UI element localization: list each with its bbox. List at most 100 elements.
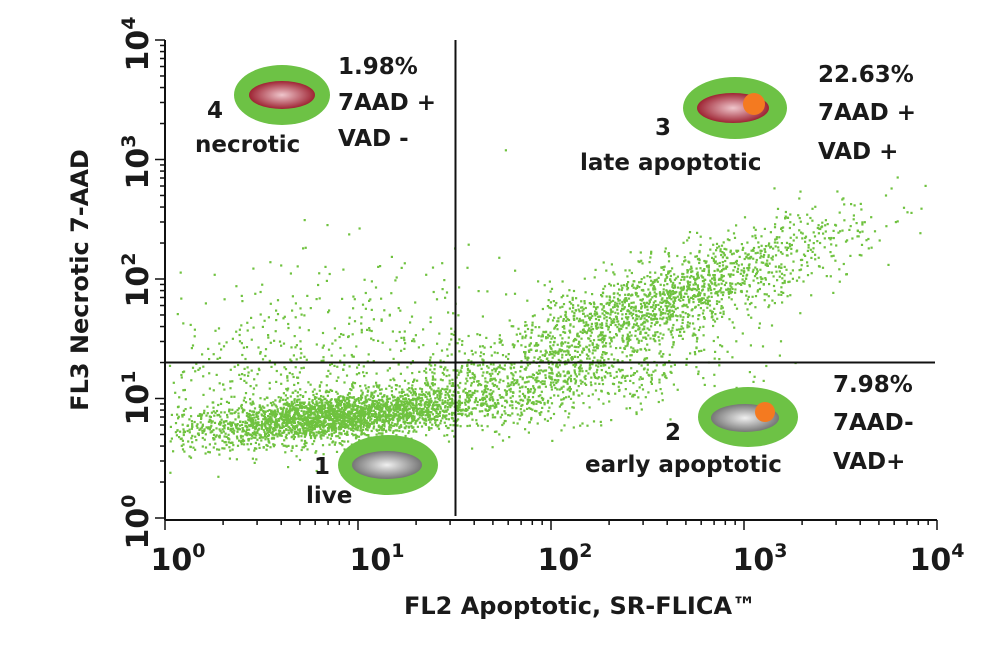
data-point [304,391,307,394]
data-point [451,402,454,405]
data-point [365,404,368,407]
data-point [609,345,612,348]
data-point [344,423,347,426]
data-point [200,414,203,417]
data-point [343,448,346,451]
data-point [302,395,305,398]
data-point [275,413,278,416]
data-point [477,380,480,383]
data-point [549,417,552,420]
data-point [649,306,652,309]
data-point [631,350,634,353]
data-point [878,239,881,242]
data-point [752,249,755,252]
data-point [177,405,180,408]
data-point [707,269,710,272]
data-point [318,423,321,426]
data-point [451,429,454,432]
data-point [566,380,569,383]
data-point [291,435,294,438]
data-point [235,426,238,429]
data-point [652,304,655,307]
data-point [340,400,344,403]
data-point [570,302,573,305]
data-point [339,395,342,398]
data-point [550,381,553,384]
data-point [299,401,302,404]
data-point [587,394,590,397]
data-point [217,327,221,330]
data-point [448,379,451,382]
data-point [664,279,667,283]
data-point [350,408,353,411]
data-point [450,332,453,336]
data-point [476,364,479,367]
data-point [430,388,433,391]
data-point [350,353,353,357]
data-point [312,393,315,397]
data-point [640,339,643,342]
data-point [431,413,434,416]
data-point [596,323,599,326]
data-point [697,372,700,376]
data-point [694,255,697,258]
data-point [411,339,414,343]
data-point [571,298,574,301]
data-point [301,419,304,422]
data-point [311,429,314,432]
data-point [266,415,270,418]
data-point [471,447,474,450]
data-point [348,421,351,424]
data-point [375,372,378,375]
data-point [550,337,553,340]
data-point [304,416,307,419]
data-point [311,402,315,405]
data-point [321,399,324,402]
data-point [317,421,320,424]
data-point [448,343,451,346]
data-point [706,265,709,268]
data-point [537,334,540,337]
data-point [252,387,255,390]
data-point [374,412,377,415]
data-point [208,428,211,431]
data-point [207,426,210,429]
data-point [345,413,348,416]
data-point [456,407,459,410]
data-point [175,434,178,437]
data-point [271,433,274,436]
data-point [683,260,686,263]
data-point [635,322,638,325]
data-point [333,416,336,420]
data-point [363,375,366,378]
data-point [885,225,888,228]
data-point [318,397,321,400]
data-point [405,415,408,418]
data-point [639,376,642,379]
data-point [371,399,374,403]
data-point [729,282,732,285]
data-point [633,280,636,283]
data-point [452,312,455,315]
data-point [631,284,634,288]
data-point [197,433,200,437]
data-point [366,423,369,426]
data-point [418,393,421,396]
data-point [330,409,333,412]
data-point [372,413,375,416]
data-point [415,399,418,402]
data-point [368,424,371,427]
data-point [250,420,253,423]
data-point [554,379,557,382]
data-point [446,354,449,357]
data-point [738,282,742,285]
data-point [363,414,366,418]
data-point [544,385,547,388]
data-point [588,357,591,360]
data-point [516,379,519,382]
data-point [713,357,716,360]
data-point [198,428,201,431]
data-point [473,401,476,404]
data-point [321,429,324,432]
data-point [228,410,231,413]
